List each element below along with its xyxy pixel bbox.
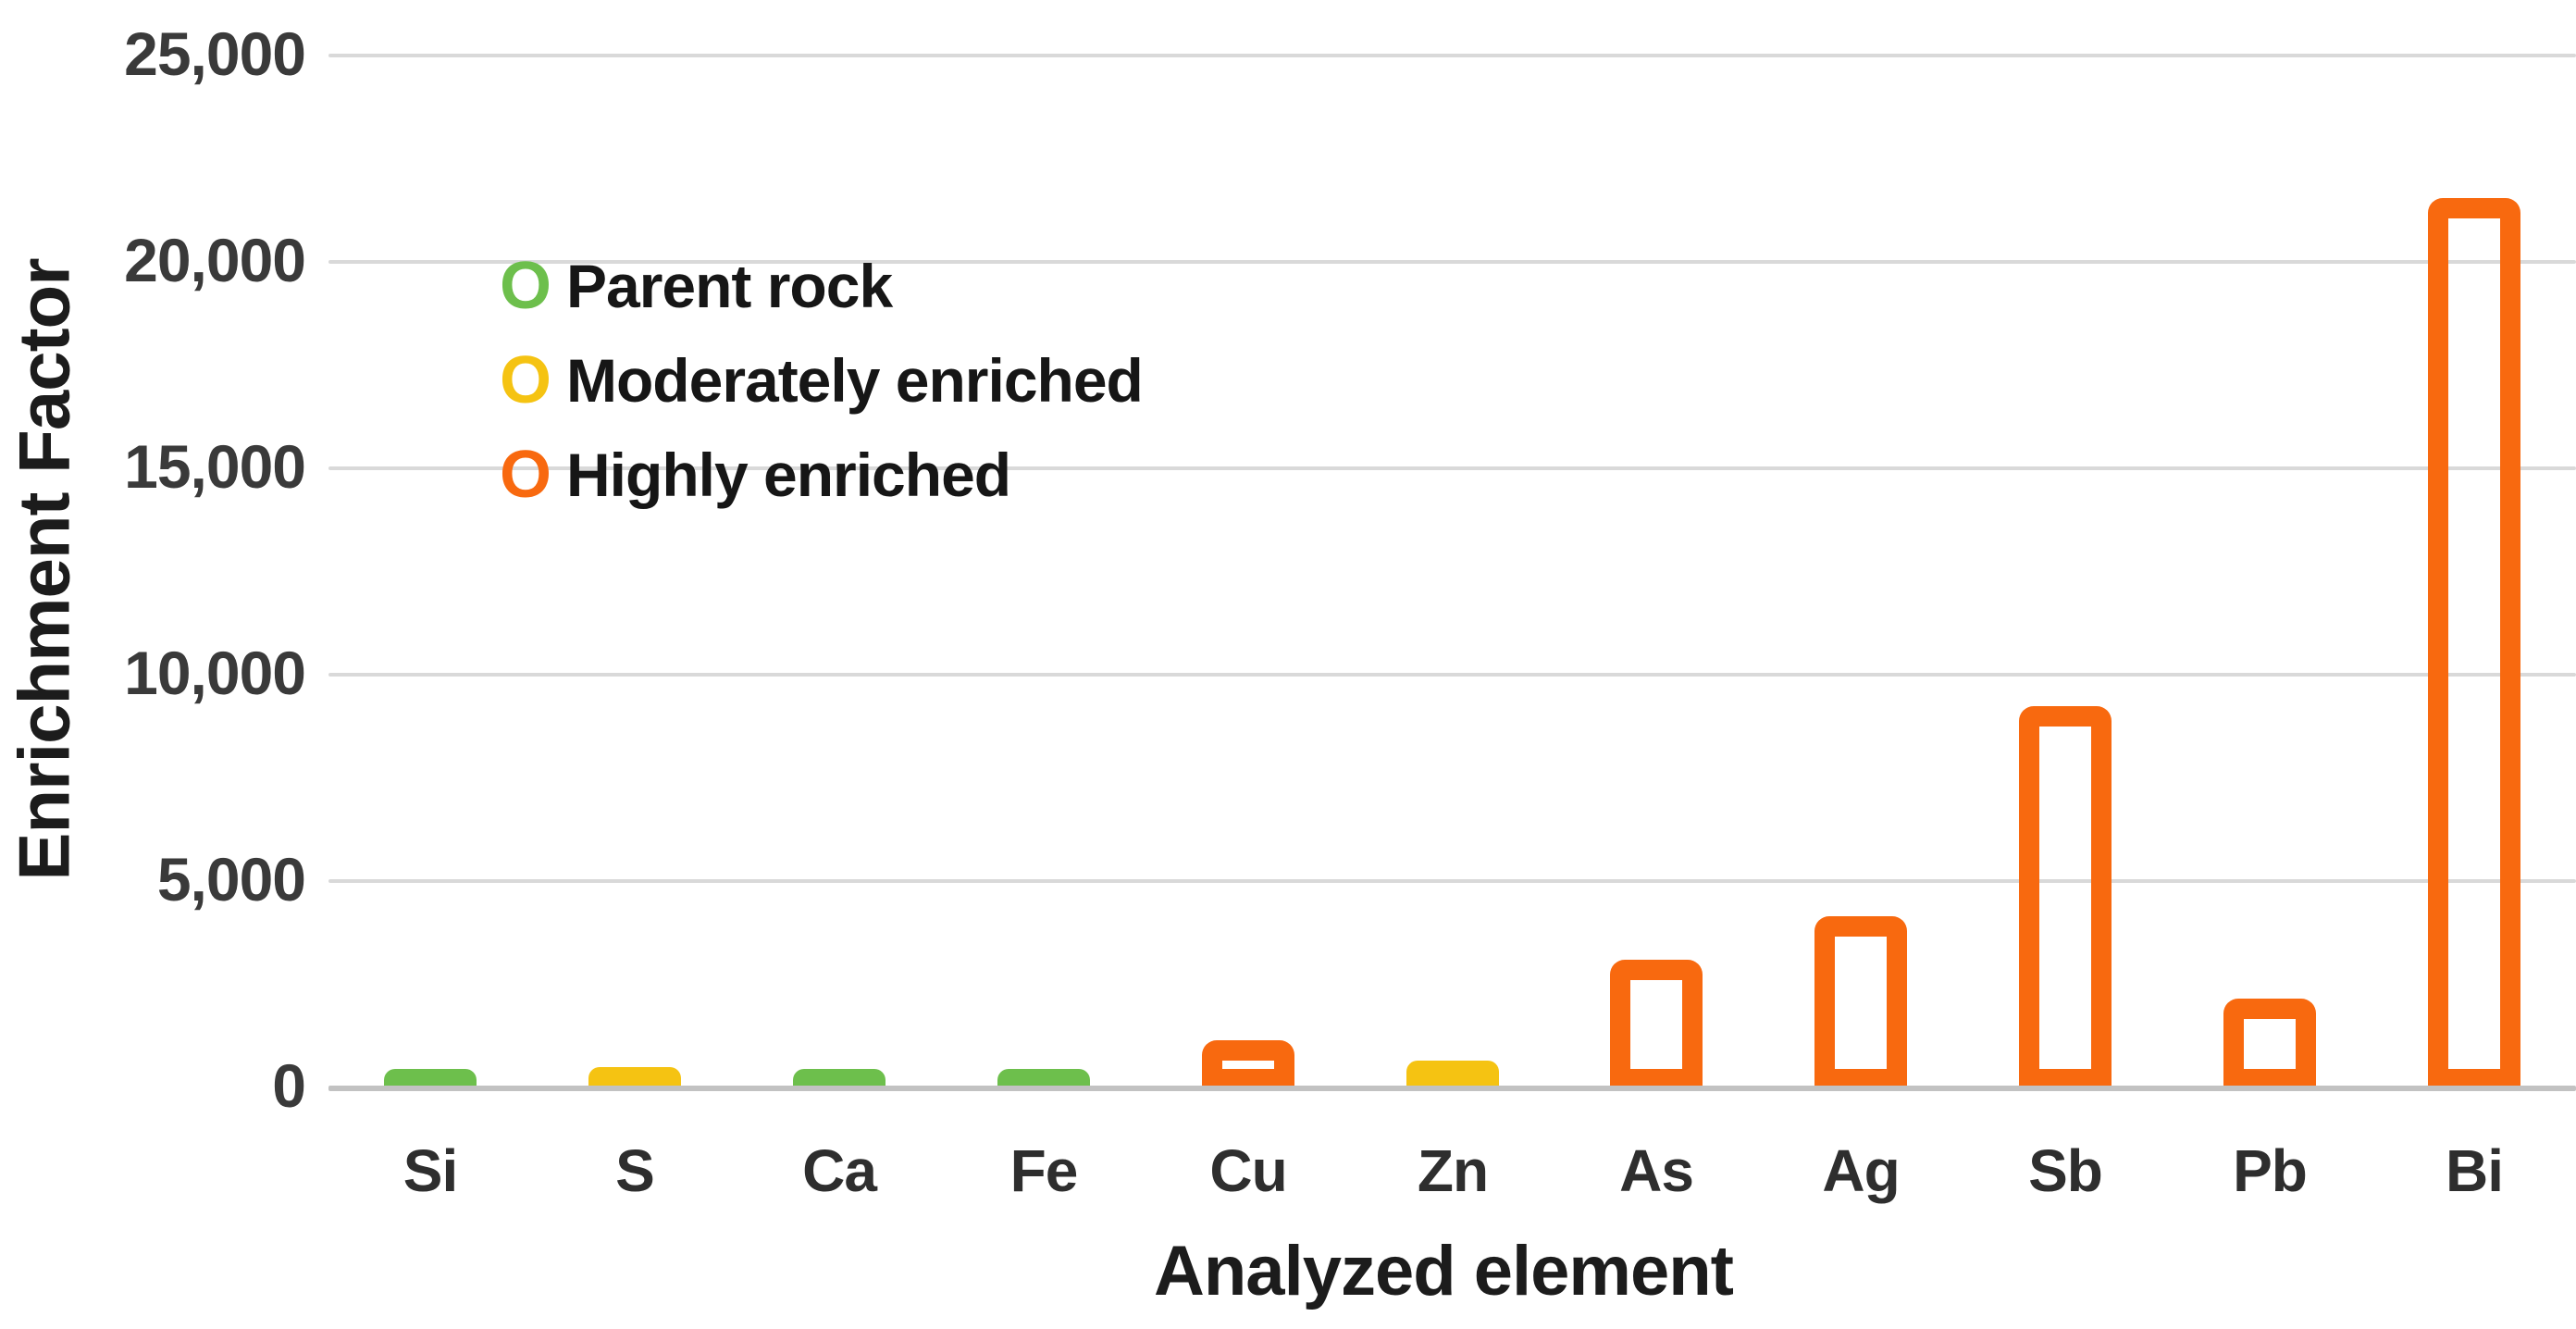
legend-label: Moderately enriched [566, 346, 1144, 415]
gridline-10000 [328, 673, 2576, 677]
bar-zn [1406, 1061, 1499, 1086]
x-tick-label-zn: Zn [1417, 1137, 1489, 1204]
x-tick-label-sb: Sb [2028, 1137, 2103, 1204]
legend-item-highly-enriched: O Highly enriched [500, 428, 1143, 522]
bar-s [588, 1067, 681, 1086]
bar-pb [2223, 999, 2316, 1086]
legend-item-moderately-enriched: O Moderately enriched [500, 333, 1144, 428]
y-axis-title-wrap: Enrichment Factor [0, 54, 89, 1086]
gridline-15000 [328, 466, 2576, 470]
bar-fe [997, 1069, 1090, 1086]
y-axis-title: Enrichment Factor [3, 258, 85, 881]
y-tick-label-5000: 5,000 [156, 845, 306, 913]
legend-label: Highly enriched [566, 441, 1011, 509]
x-tick-label-s: S [615, 1137, 655, 1204]
x-tick-label-ag: Ag [1822, 1137, 1900, 1204]
bar-ag [1814, 916, 1907, 1086]
bar-cu [1202, 1040, 1294, 1086]
y-tick-label-10000: 10,000 [124, 639, 306, 707]
x-axis-title: Analyzed element [1154, 1232, 1734, 1310]
x-tick-label-ca: Ca [802, 1137, 877, 1204]
y-tick-label-15000: 15,000 [124, 432, 306, 501]
legend-item-parent-rock: O Parent rock [500, 239, 1143, 333]
y-tick-label-0: 0 [272, 1051, 306, 1120]
x-tick-label-si: Si [402, 1137, 458, 1204]
y-tick-label-20000: 20,000 [124, 226, 306, 294]
legend-marker-icon: O [500, 249, 552, 323]
legend-marker-icon: O [500, 438, 552, 512]
bar-si [384, 1069, 477, 1086]
x-tick-label-pb: Pb [2233, 1137, 2308, 1204]
x-tick-label-bi: Bi [2446, 1137, 2504, 1204]
x-tick-label-as: As [1619, 1137, 1694, 1204]
gridline-5000 [328, 879, 2576, 883]
x-tick-label-fe: Fe [1009, 1137, 1079, 1204]
legend: O Parent rock O Moderately enriched O Highly … [500, 239, 1144, 522]
plot-area [328, 54, 2576, 1091]
legend-label: Parent rock [566, 252, 893, 320]
legend-marker-icon: O [500, 343, 552, 417]
bar-sb [2019, 706, 2112, 1086]
gridline-20000 [328, 260, 2576, 264]
bar-bi [2428, 198, 2520, 1086]
gridline-0 [328, 1086, 2576, 1091]
bar-as [1610, 960, 1703, 1086]
bar-ca [793, 1069, 886, 1086]
y-tick-label-25000: 25,000 [124, 19, 306, 88]
x-tick-label-cu: Cu [1209, 1137, 1287, 1204]
gridline-25000 [328, 54, 2576, 57]
